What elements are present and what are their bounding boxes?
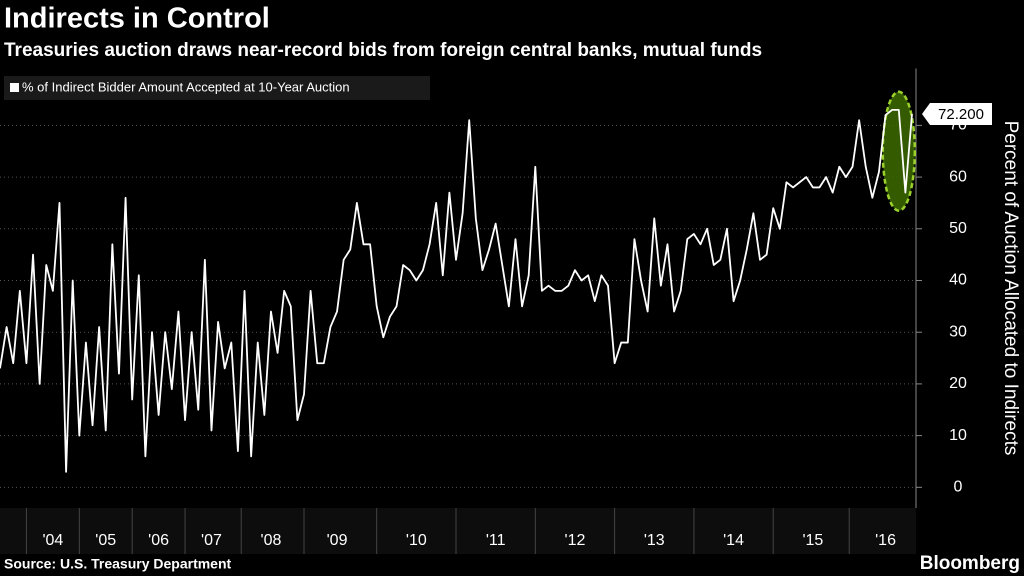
x-tick-label: '14 (723, 532, 744, 549)
y-tick-label: 40 (949, 272, 967, 289)
x-tick-label: '09 (327, 532, 348, 549)
x-tick-label: '07 (201, 532, 222, 549)
y-axis-label: Percent of Auction Allocated to Indirect… (1000, 121, 1021, 456)
chart-subtitle: Treasuries auction draws near-record bid… (4, 40, 762, 61)
x-tick-label: '08 (261, 532, 282, 549)
x-tick-label: '15 (802, 532, 823, 549)
source: Source: U.S. Treasury Department (4, 556, 232, 572)
x-tick-label: '10 (406, 532, 427, 549)
line (0, 108, 913, 473)
chart-title: Indirects in Control (4, 3, 270, 35)
y-tick-label: 60 (949, 168, 967, 185)
x-axis-band (0, 508, 916, 554)
brand: Bloomberg (920, 553, 1020, 574)
legend-swatch (10, 83, 19, 92)
y-tick-label: 50 (949, 220, 967, 237)
y-tick-label: 20 (949, 375, 967, 392)
x-tick-label: '04 (42, 532, 63, 549)
value-label-text: 72.200 (938, 106, 984, 123)
y-tick-label: 30 (949, 323, 967, 340)
x-tick-label: '11 (486, 532, 506, 549)
x-tick-label: '05 (95, 532, 116, 549)
legend (4, 76, 430, 100)
x-tick-label: '12 (565, 532, 586, 549)
x-tick-label: '13 (644, 532, 665, 549)
legend-label: % of Indirect Bidder Amount Accepted at … (22, 79, 350, 94)
y-tick-label: 0 (954, 479, 963, 496)
x-tick-label: '16 (875, 532, 896, 549)
x-tick-label: '06 (148, 532, 169, 549)
value-label: 72.200 (922, 103, 992, 126)
y-tick-label: 10 (949, 427, 967, 444)
value-label-box (922, 103, 992, 126)
